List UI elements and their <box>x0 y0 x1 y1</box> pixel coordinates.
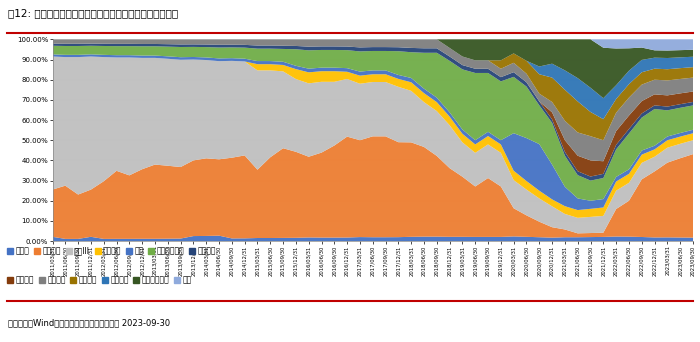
Text: 图12: 医药主题基金历史重仓股行业分布变化（季度重仓）: 图12: 医药主题基金历史重仓股行业分布变化（季度重仓） <box>8 9 178 19</box>
Legend: 线下药店, 医疗设备, 医疗耗材, 体外诊断, 医疗研发外包, 医院: 线下药店, 医疗设备, 医疗耗材, 体外诊断, 医疗研发外包, 医院 <box>7 276 192 285</box>
Text: 资料来源：Wind，华宝证券研究创新部，截至 2023-09-30: 资料来源：Wind，华宝证券研究创新部，截至 2023-09-30 <box>8 318 171 327</box>
